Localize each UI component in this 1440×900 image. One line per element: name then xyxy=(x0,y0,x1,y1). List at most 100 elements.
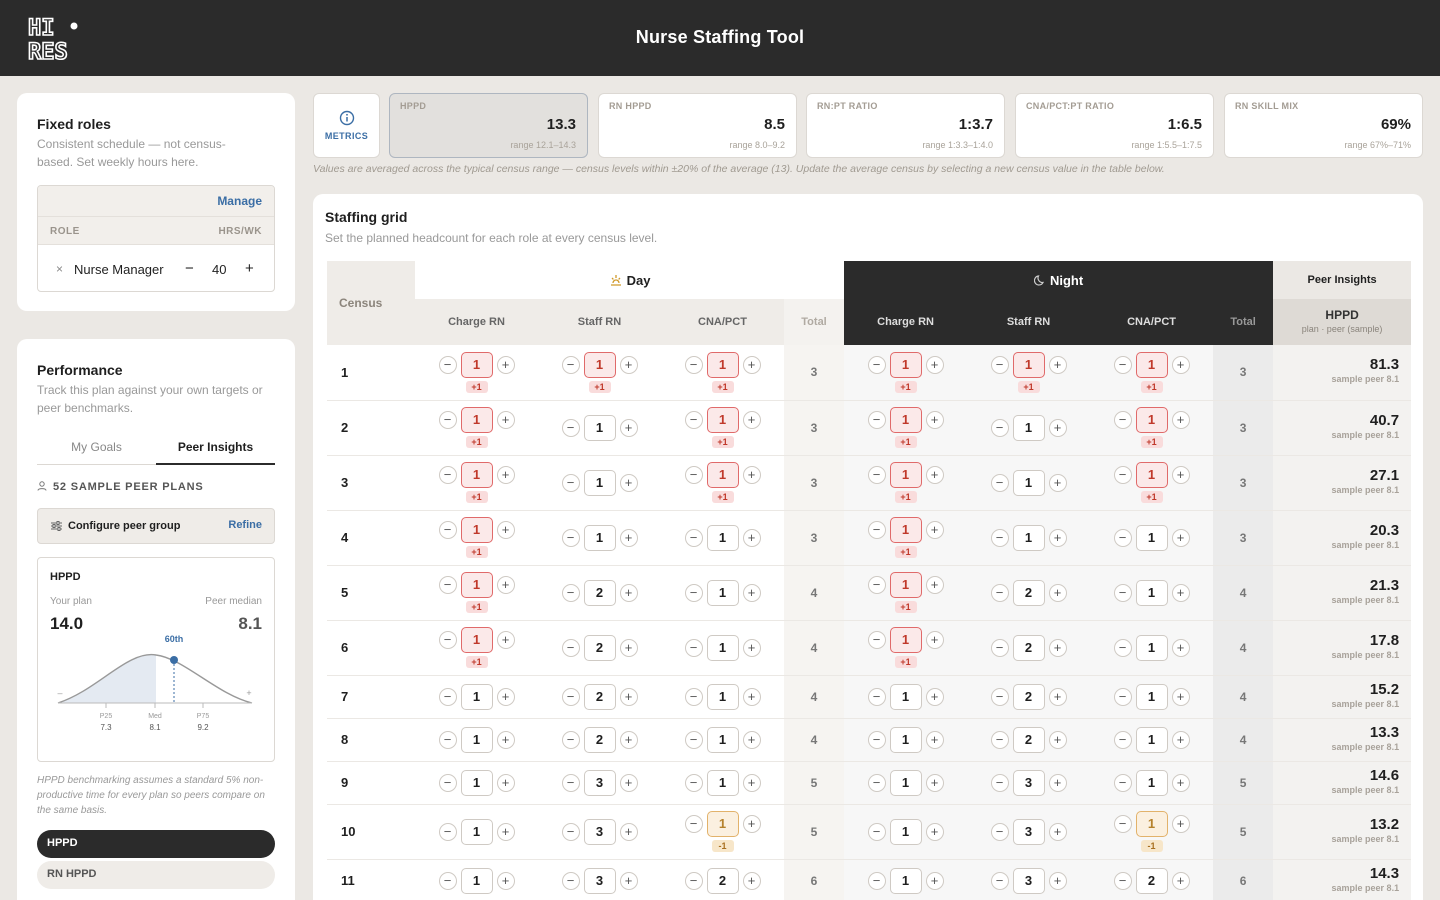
decrement-button[interactable]: − xyxy=(990,418,1009,437)
headcount-value[interactable]: 1 xyxy=(1135,462,1168,488)
increment-button[interactable]: + xyxy=(1048,583,1067,602)
decrement-button[interactable]: − xyxy=(1113,773,1132,792)
decrement-button[interactable]: − xyxy=(561,355,580,374)
increment-button[interactable]: + xyxy=(742,583,761,602)
decrement-button[interactable]: − xyxy=(561,822,580,841)
headcount-value[interactable]: 3 xyxy=(583,818,616,845)
decrement-button[interactable]: − xyxy=(438,687,457,706)
headcount-value[interactable]: 2 xyxy=(583,726,616,753)
decrement-button[interactable]: − xyxy=(1113,638,1132,657)
decrement-button[interactable]: − xyxy=(867,773,886,792)
increment-button[interactable]: + xyxy=(742,871,761,890)
metric-card-rn-pt-ratio[interactable]: RN:PT RATIO 1:3.7 range 1:3.3–1:4.0 xyxy=(806,93,1005,158)
headcount-value[interactable]: 2 xyxy=(583,579,616,606)
decrement-button[interactable]: − xyxy=(438,411,457,429)
decrement-button[interactable]: − xyxy=(1113,815,1132,833)
increment-button[interactable]: + xyxy=(496,773,515,792)
headcount-value[interactable]: 1 xyxy=(889,407,922,433)
headcount-value[interactable]: 1 xyxy=(889,627,922,653)
increment-button[interactable]: + xyxy=(1048,418,1067,437)
decrement-button[interactable]: − xyxy=(561,773,580,792)
decrement-button[interactable]: − xyxy=(1113,355,1132,374)
decrement-button[interactable]: − xyxy=(1113,528,1132,547)
census-value[interactable]: 4 xyxy=(327,510,415,566)
headcount-value[interactable]: 1 xyxy=(706,462,739,488)
increment-button[interactable]: + xyxy=(925,773,944,792)
census-value[interactable]: 7 xyxy=(327,675,415,719)
headcount-value[interactable]: 1 xyxy=(889,726,922,753)
headcount-value[interactable]: 1 xyxy=(1135,407,1168,433)
headcount-value[interactable]: 1 xyxy=(460,867,493,894)
headcount-value[interactable]: 1 xyxy=(460,627,493,653)
headcount-value[interactable]: 3 xyxy=(1012,867,1045,894)
tab-peer-insights[interactable]: Peer Insights xyxy=(177,440,254,454)
decrement-button[interactable]: − xyxy=(867,411,886,429)
increment-button[interactable]: + xyxy=(1171,815,1190,833)
tab-my-goals[interactable]: My Goals xyxy=(71,440,122,454)
headcount-value[interactable]: 1 xyxy=(1012,469,1045,496)
increment-button[interactable]: + xyxy=(742,528,761,547)
census-value[interactable]: 9 xyxy=(327,761,415,805)
increment-button[interactable]: + xyxy=(619,473,638,492)
headcount-value[interactable]: 2 xyxy=(1012,683,1045,710)
increment-button[interactable]: + xyxy=(742,815,761,833)
headcount-value[interactable]: 1 xyxy=(1135,524,1168,551)
decrement-button[interactable]: − xyxy=(867,687,886,706)
headcount-value[interactable]: 1 xyxy=(706,811,739,837)
decrement-button[interactable]: − xyxy=(867,576,886,594)
headcount-value[interactable]: 1 xyxy=(706,351,739,378)
increment-button[interactable]: + xyxy=(1171,411,1190,429)
headcount-value[interactable]: 2 xyxy=(583,634,616,661)
headcount-value[interactable]: 2 xyxy=(1135,867,1168,894)
decrement-button[interactable]: − xyxy=(1113,411,1132,429)
headcount-value[interactable]: 2 xyxy=(583,683,616,710)
increment-button[interactable]: + xyxy=(1048,730,1067,749)
decrement-button[interactable]: − xyxy=(990,528,1009,547)
increment-button[interactable]: + xyxy=(496,576,515,594)
decrement-button[interactable]: − xyxy=(684,773,703,792)
decrement-button[interactable]: − xyxy=(561,473,580,492)
increment-button[interactable]: + xyxy=(619,773,638,792)
remove-role-icon[interactable]: × xyxy=(56,262,64,276)
increment-button[interactable]: + xyxy=(619,583,638,602)
increment-button[interactable]: + xyxy=(1048,638,1067,657)
increment-button[interactable]: + xyxy=(619,871,638,890)
decrement-button[interactable]: − xyxy=(867,822,886,841)
headcount-value[interactable]: 1 xyxy=(1135,769,1168,796)
headcount-value[interactable]: 2 xyxy=(1012,579,1045,606)
increment-button[interactable]: + xyxy=(925,822,944,841)
metric-card-hppd[interactable]: HPPD 13.3 range 12.1–14.3 xyxy=(389,93,588,158)
increment-button[interactable]: + xyxy=(1171,466,1190,484)
decrement-button[interactable]: − xyxy=(990,822,1009,841)
metric-pill-hppd[interactable]: HPPD xyxy=(37,830,275,858)
decrement-button[interactable]: − xyxy=(438,576,457,594)
increment-button[interactable]: + xyxy=(742,411,761,429)
configure-peer-group[interactable]: Configure peer group Refine xyxy=(37,508,275,544)
decrement-button[interactable]: − xyxy=(990,355,1009,374)
increment-button[interactable]: + xyxy=(496,355,515,374)
decrement-button[interactable]: − xyxy=(867,521,886,539)
headcount-value[interactable]: 2 xyxy=(1012,634,1045,661)
increment-button[interactable]: + xyxy=(925,576,944,594)
decrement-button[interactable]: − xyxy=(561,687,580,706)
increment-button[interactable]: + xyxy=(496,411,515,429)
headcount-value[interactable]: 1 xyxy=(1135,726,1168,753)
increment-button[interactable]: + xyxy=(1171,583,1190,602)
headcount-value[interactable]: 1 xyxy=(460,683,493,710)
increment-button[interactable]: + xyxy=(1048,473,1067,492)
decrement-button[interactable]: − xyxy=(990,773,1009,792)
decrement-button[interactable]: − xyxy=(867,730,886,749)
headcount-value[interactable]: 1 xyxy=(706,407,739,433)
headcount-value[interactable]: 1 xyxy=(889,462,922,488)
headcount-value[interactable]: 1 xyxy=(1012,524,1045,551)
decrement-button[interactable]: − xyxy=(684,815,703,833)
headcount-value[interactable]: 2 xyxy=(706,867,739,894)
headcount-value[interactable]: 1 xyxy=(889,769,922,796)
decrement-button[interactable]: − xyxy=(561,528,580,547)
decrement-button[interactable]: − xyxy=(990,638,1009,657)
decrement-button[interactable]: − xyxy=(1113,730,1132,749)
decrement-button[interactable]: − xyxy=(561,638,580,657)
headcount-value[interactable]: 1 xyxy=(460,818,493,845)
metrics-button[interactable]: METRICS xyxy=(313,93,380,158)
decrement-button[interactable]: − xyxy=(990,687,1009,706)
